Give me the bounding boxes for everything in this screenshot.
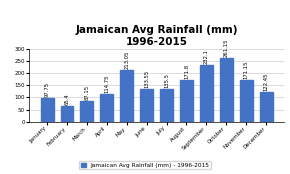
Text: 114.75: 114.75: [104, 74, 109, 93]
Text: 232.1: 232.1: [204, 49, 209, 64]
Text: 171.8: 171.8: [184, 64, 189, 79]
Bar: [240, 80, 253, 122]
Bar: [160, 89, 173, 122]
Text: 171.15: 171.15: [244, 61, 249, 79]
Bar: [140, 89, 153, 122]
Bar: [61, 106, 73, 122]
Bar: [120, 70, 133, 122]
Bar: [220, 58, 233, 122]
Bar: [80, 101, 93, 122]
Text: 65.4: 65.4: [64, 93, 70, 105]
Text: 87.15: 87.15: [84, 84, 89, 100]
Text: 122.45: 122.45: [264, 73, 269, 91]
Bar: [200, 65, 213, 122]
Text: 213.05: 213.05: [124, 51, 129, 69]
Text: 133.55: 133.55: [144, 70, 149, 88]
Title: Jamaican Avg Rainfall (mm)
1996-2015: Jamaican Avg Rainfall (mm) 1996-2015: [75, 25, 238, 47]
Bar: [100, 94, 113, 122]
Text: 261.15: 261.15: [224, 39, 229, 57]
Text: 97.75: 97.75: [45, 82, 50, 97]
Text: 135.5: 135.5: [164, 73, 169, 88]
Bar: [260, 92, 273, 122]
Bar: [180, 80, 193, 122]
Legend: Jamaican Avg Rainfall (mm) - 1996-2015: Jamaican Avg Rainfall (mm) - 1996-2015: [79, 161, 211, 169]
Bar: [41, 98, 54, 122]
